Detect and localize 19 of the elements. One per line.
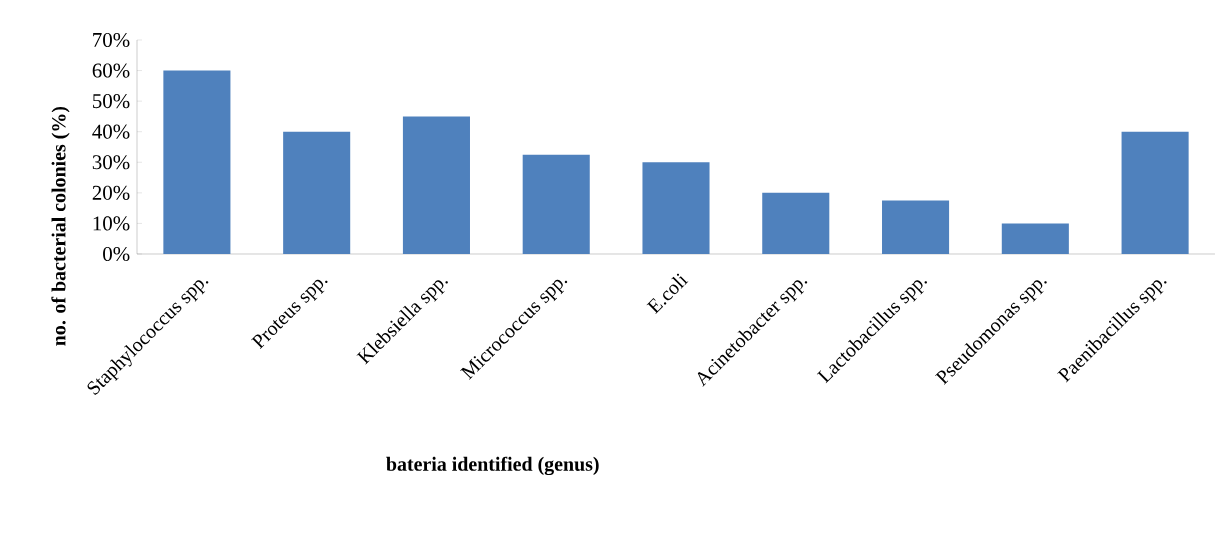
y-tick-label: 20% — [92, 185, 130, 200]
bar — [762, 192, 830, 254]
x-axis-title: bateria identified (genus) — [386, 456, 599, 476]
bar — [522, 154, 590, 254]
y-tick-label: 30% — [92, 155, 130, 170]
bar — [1001, 223, 1069, 254]
bar — [283, 131, 351, 254]
y-tick-label: 60% — [92, 63, 130, 78]
y-tick-label: 70% — [93, 32, 130, 48]
bar — [402, 116, 470, 254]
y-tick-label: 10% — [93, 216, 130, 231]
bar — [163, 70, 231, 254]
y-tick-label: 50% — [93, 94, 130, 109]
bar — [882, 200, 950, 254]
bar — [1121, 131, 1189, 254]
y-axis-title: no. of bacterial colonies (%) — [51, 106, 70, 346]
bar — [642, 162, 710, 254]
y-tick-label: 40% — [92, 124, 130, 139]
y-tick-label: 0% — [103, 246, 130, 262]
